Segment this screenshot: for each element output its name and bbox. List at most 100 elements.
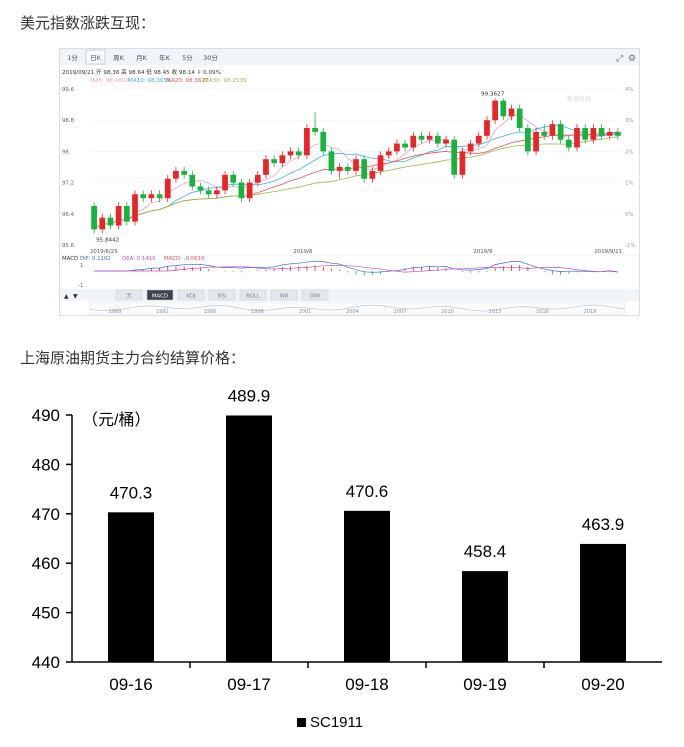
section-heading-crude-oil: 上海原油期货主力合约结算价格：	[20, 349, 246, 367]
candle-body	[590, 128, 597, 140]
candle-body	[238, 182, 245, 199]
indicator-tab-WR[interactable]	[270, 289, 298, 301]
candle-body	[246, 182, 253, 199]
candle-body	[353, 159, 359, 171]
candle-body	[173, 170, 179, 179]
settings-icon[interactable]: ⚙	[628, 54, 636, 64]
candle-body	[434, 135, 441, 144]
tab-日K[interactable]	[85, 49, 106, 65]
bar-chart-svg: 440 450 460 470 480 490 （元/桶） 470.3 09-16 489.9 09…	[32, 386, 662, 731]
pct-tick-label: 4%	[625, 87, 634, 93]
candle-body	[484, 120, 490, 136]
data-label: 458.4	[464, 542, 507, 561]
candle-body	[230, 174, 237, 183]
candle-body	[565, 139, 572, 148]
candle-body	[508, 108, 515, 117]
candle-body	[213, 190, 220, 195]
legend-swatch	[297, 718, 306, 727]
candle-body	[123, 206, 130, 222]
candle-body	[156, 194, 163, 199]
high-price-label: 99.3627	[481, 91, 505, 97]
navigator-year-label: 2010	[441, 309, 454, 315]
bar-09-17	[226, 415, 272, 662]
indicator-tab-label[interactable]: RSI	[218, 294, 227, 300]
indicator-tab-label[interactable]: MACD	[152, 294, 168, 300]
section-heading-dollar-index: 美元指数涨跌互现：	[20, 14, 156, 32]
candle-body	[140, 194, 147, 199]
y-tick-label: 480	[32, 455, 60, 474]
bar-09-19	[462, 571, 508, 662]
candle-body	[197, 186, 204, 191]
bar-09-18	[344, 510, 390, 662]
candle-body	[205, 190, 212, 195]
candle-body	[606, 131, 613, 136]
candle-body	[263, 159, 269, 175]
candle-body	[361, 159, 368, 179]
candle-body	[320, 131, 327, 152]
navigator-year-label: 1995	[204, 309, 217, 315]
indicator-tab-label[interactable]: BOLL	[246, 294, 260, 300]
candle-body	[418, 135, 425, 140]
navigator-year-label: 2016	[536, 309, 549, 315]
y-unit-label: （元/桶）	[82, 411, 150, 429]
period-tab-label[interactable]: 月K	[136, 54, 148, 62]
pct-tick-label: 0%	[625, 212, 634, 218]
indicator-tab-label[interactable]: WR	[279, 294, 288, 300]
navigator-year-label: 2019	[584, 309, 597, 315]
period-tab-label[interactable]: 周K	[113, 54, 125, 62]
indicator-tab-label[interactable]: KDJ	[186, 294, 196, 300]
macd-info-1: DIF: 0.1102	[80, 256, 111, 262]
ohlc-info: 2019/09/21 开 98.36 高 98.64 低 98.45 收 98.…	[62, 68, 221, 76]
x-tick-label: 09-20	[581, 675, 624, 694]
indicator-tab-DMI[interactable]	[301, 289, 329, 301]
navigator-year-label: 1989	[109, 309, 122, 315]
date-label: 2019/9	[473, 249, 493, 255]
collapse-icon[interactable]: ▲	[64, 293, 69, 300]
candle-body	[451, 139, 458, 175]
candle-body	[304, 128, 310, 156]
candle-body	[492, 100, 499, 121]
indicator-toolbar	[60, 289, 639, 301]
date-label: 2019/9/21	[594, 249, 622, 255]
navigator-line	[89, 304, 626, 312]
navigator-year-label: 2013	[489, 309, 502, 315]
period-tab-label[interactable]: 日K	[90, 54, 102, 62]
candle-body	[615, 131, 621, 136]
indicator-tab-无[interactable]	[115, 289, 143, 301]
range-navigator[interactable]	[89, 301, 626, 315]
indicator-tab-BOLL[interactable]	[239, 289, 267, 301]
period-tab-label[interactable]: 1分	[67, 53, 78, 62]
x-tick-label: 09-18	[345, 675, 388, 694]
indicator-tab-RSI[interactable]	[208, 289, 236, 301]
macd-info-2: DEA: 0.1410	[122, 256, 156, 262]
candle-body	[148, 194, 155, 199]
pct-tick-label: 1%	[625, 181, 634, 187]
macd-tick-label: 1	[80, 263, 83, 269]
candle-body	[328, 151, 335, 171]
indicator-tab-label[interactable]: 无	[126, 293, 132, 300]
candle-body	[533, 131, 539, 152]
ma-info-3: MA20: 98.3627	[166, 78, 209, 84]
price-tick-label: 98.8	[62, 118, 75, 124]
candle-body	[181, 170, 187, 175]
dif-line	[94, 260, 618, 273]
period-tab-label[interactable]: 年K	[159, 53, 171, 62]
indicator-tab-MACD[interactable]	[146, 289, 174, 301]
data-label: 489.9	[228, 386, 271, 405]
x-tick-label: 09-17	[227, 675, 270, 694]
candle-body	[254, 174, 261, 183]
period-tab-label[interactable]: 5分	[182, 53, 193, 62]
candle-body	[369, 170, 376, 179]
kline-chart-widget[interactable]: 1分 日K 周K 月K 年K 5分 30分 ⤢ ⚙ 2019/09/21 开 98.36 高 98…	[59, 48, 640, 316]
indicator-tab-KDJ[interactable]	[177, 289, 205, 301]
indicator-tab-label[interactable]: DMI	[310, 294, 321, 300]
expand-down-icon[interactable]: ▼	[73, 293, 78, 300]
period-tab-label[interactable]: 30分	[203, 53, 218, 62]
expand-icon[interactable]: ⤢	[615, 54, 623, 64]
kline-chart-svg[interactable]: 1分 日K 周K 月K 年K 5分 30分 ⤢ ⚙ 2019/09/21 开 98.36 高 98…	[60, 49, 639, 315]
y-tick-label: 460	[32, 554, 60, 573]
candle-body	[467, 143, 474, 152]
candle-body	[107, 217, 114, 226]
price-tick-label: 95.6	[62, 243, 75, 249]
macd-info-0: MACD	[62, 256, 78, 262]
